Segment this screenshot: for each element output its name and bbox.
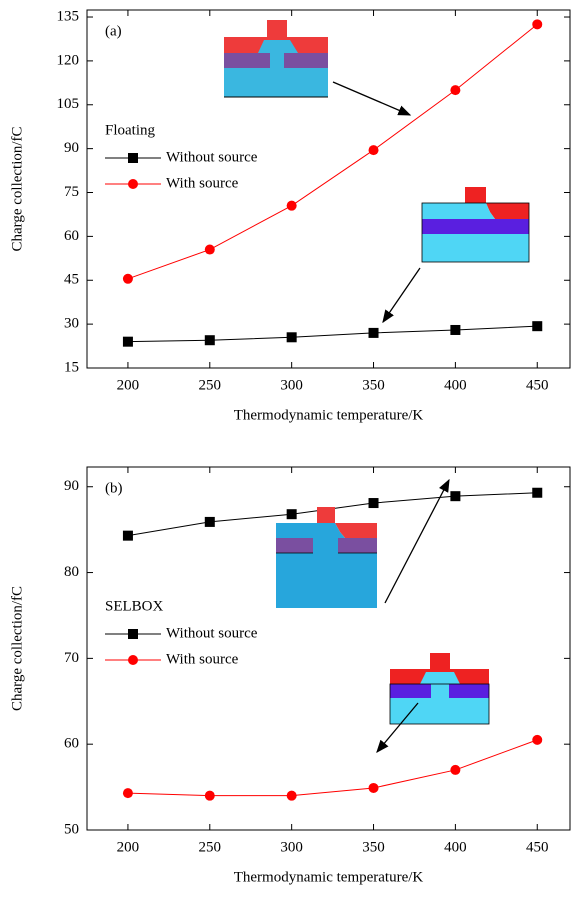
y-tick-label: 60: [64, 736, 79, 752]
legend-label: Without source: [166, 625, 258, 641]
data-point: [532, 734, 543, 745]
data-point: [204, 335, 215, 346]
y-axis-title: Charge collection/fC: [9, 586, 25, 711]
data-point: [450, 764, 461, 775]
x-axis-title: Thermodynamic temperature/K: [234, 869, 424, 885]
legend-label: With source: [166, 651, 239, 667]
panel-label: (a): [105, 23, 122, 39]
series-line: [127, 325, 538, 343]
data-point: [450, 491, 461, 502]
data-point: [286, 332, 297, 343]
y-tick-label: 90: [64, 140, 79, 156]
y-tick-label: 50: [64, 821, 79, 837]
legend-label: Without source: [166, 149, 258, 165]
inset-diagram: [389, 653, 490, 725]
x-tick-label: 300: [280, 839, 303, 855]
x-tick-label: 450: [526, 377, 549, 393]
y-tick-label: 15: [64, 359, 79, 375]
data-point: [368, 145, 379, 156]
data-point: [286, 790, 297, 801]
x-tick-label: 400: [444, 839, 467, 855]
data-point: [532, 487, 543, 498]
data-point: [204, 244, 215, 255]
data-point: [204, 516, 215, 527]
panel-label: (b): [105, 480, 123, 496]
y-tick-label: 120: [57, 52, 80, 68]
data-point: [532, 321, 543, 332]
series-line: [127, 739, 538, 797]
y-tick-label: 90: [64, 478, 79, 494]
y-tick-label: 80: [64, 564, 79, 580]
data-point: [204, 790, 215, 801]
data-point: [532, 19, 543, 30]
legend-marker: [128, 655, 138, 665]
x-tick-label: 200: [117, 839, 140, 855]
x-tick-label: 450: [526, 839, 549, 855]
y-tick-label: 70: [64, 650, 79, 666]
plot-frame: [86, 466, 571, 831]
arrow: [384, 478, 450, 604]
inset-diagram: [224, 20, 328, 98]
x-tick-label: 350: [362, 839, 385, 855]
y-tick-label: 30: [64, 316, 79, 332]
x-tick-label: 200: [117, 377, 140, 393]
y-axis-title: Charge collection/fC: [9, 126, 25, 251]
series-line: [127, 23, 538, 280]
legend-marker: [128, 179, 138, 189]
x-tick-label: 400: [444, 377, 467, 393]
arrow: [332, 81, 412, 116]
y-tick-label: 60: [64, 228, 79, 244]
data-point: [286, 200, 297, 211]
y-tick-label: 135: [57, 8, 80, 24]
data-point: [368, 498, 379, 509]
data-point: [450, 324, 461, 335]
data-point: [450, 85, 461, 96]
data-point: [368, 327, 379, 338]
y-tick-label: 75: [64, 184, 79, 200]
legend-marker: [128, 153, 138, 163]
data-point: [368, 782, 379, 793]
x-tick-label: 250: [199, 377, 222, 393]
y-tick-label: 105: [57, 96, 80, 112]
inset-diagram: [276, 507, 377, 608]
data-point: [286, 509, 297, 520]
x-tick-label: 350: [362, 377, 385, 393]
data-point: [122, 336, 133, 347]
data-point: [122, 273, 133, 284]
arrow: [376, 702, 419, 753]
x-tick-label: 300: [280, 377, 303, 393]
x-axis-title: Thermodynamic temperature/K: [234, 407, 424, 423]
legend-title: SELBOX: [105, 598, 164, 614]
legend-title: Floating: [105, 122, 156, 138]
plot-frame: [86, 9, 571, 369]
data-point: [122, 530, 133, 541]
legend-marker: [128, 629, 138, 639]
legend-label: With source: [166, 175, 239, 191]
y-tick-label: 45: [64, 272, 79, 288]
x-tick-label: 250: [199, 839, 222, 855]
arrow: [382, 267, 421, 324]
inset-diagram: [421, 187, 530, 263]
data-point: [122, 788, 133, 799]
